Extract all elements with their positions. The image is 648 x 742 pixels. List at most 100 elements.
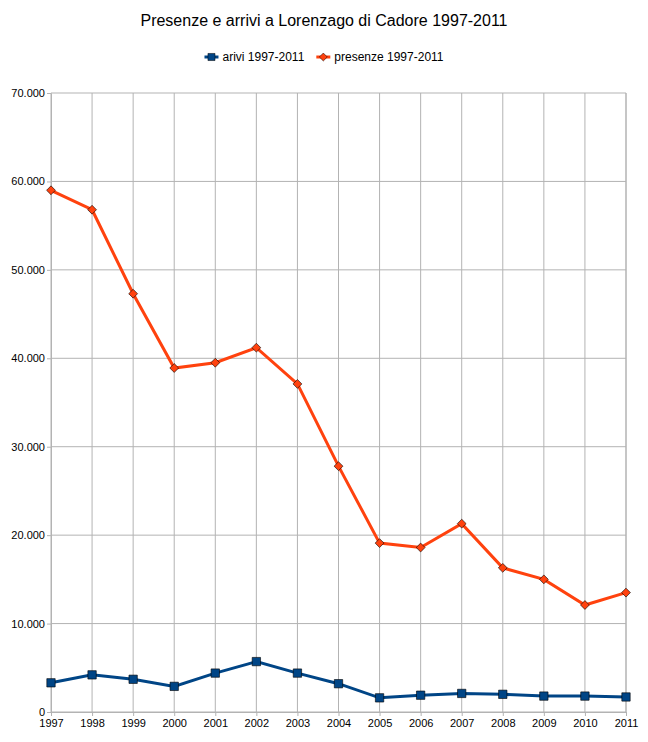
x-tick-mark	[380, 712, 381, 716]
grid-line-x	[133, 93, 134, 712]
y-tick-label: 30.000	[11, 441, 45, 453]
x-tick-mark	[256, 712, 257, 716]
series-marker	[129, 675, 137, 683]
grid-line-x	[543, 93, 544, 712]
y-tick: 10.000	[11, 618, 51, 630]
y-tick-mark	[47, 447, 51, 448]
x-tick-label: 2005	[368, 717, 392, 729]
legend-label: arivi 1997-2011	[222, 50, 304, 64]
x-tick-mark	[133, 712, 134, 716]
x-tick-label: 2003	[286, 717, 310, 729]
legend-item: presenze 1997-2011	[316, 50, 444, 64]
series-marker	[293, 380, 302, 389]
x-tick-label: 1999	[121, 717, 145, 729]
x-tick-mark	[215, 712, 216, 716]
series-group	[47, 186, 631, 702]
x-tick-mark	[339, 712, 340, 716]
x-tick-mark	[544, 712, 545, 716]
series-marker	[129, 289, 138, 298]
x-tick: 2002	[245, 712, 269, 729]
x-tick-mark	[503, 712, 504, 716]
grid-line-x	[379, 93, 380, 712]
x-tick: 1999	[121, 712, 145, 729]
y-tick-mark	[47, 270, 51, 271]
x-tick-mark	[174, 712, 175, 716]
y-tick-mark	[47, 358, 51, 359]
x-tick: 2004	[327, 712, 351, 729]
y-tick-mark	[47, 624, 51, 625]
series-marker	[47, 679, 55, 687]
x-tick-label: 2004	[327, 717, 351, 729]
x-tick-label: 2007	[450, 717, 474, 729]
x-tick: 2009	[532, 712, 556, 729]
series-marker	[47, 186, 56, 195]
series-marker	[581, 601, 590, 610]
plot: 010.00020.00030.00040.00050.00060.00070.…	[11, 87, 638, 729]
x-tick: 2006	[409, 712, 433, 729]
series-marker	[170, 364, 179, 373]
x-tick-label: 2011	[615, 717, 639, 729]
grid-line-x	[584, 93, 585, 712]
series-marker	[458, 689, 466, 697]
grid-line-x	[338, 93, 339, 712]
series-marker	[457, 519, 466, 528]
y-tick-mark	[47, 181, 51, 182]
x-tick: 2003	[286, 712, 310, 729]
x-tick-label: 2010	[573, 717, 597, 729]
grid-line-x	[502, 93, 503, 712]
x-tick-mark	[92, 712, 93, 716]
x-tick-mark	[421, 712, 422, 716]
y-tick: 20.000	[11, 529, 51, 541]
x-tick-mark	[51, 712, 52, 716]
series-marker	[622, 693, 630, 701]
series-marker	[375, 539, 384, 548]
grid-line-x	[174, 93, 175, 712]
series-marker	[581, 692, 589, 700]
series-marker	[540, 692, 548, 700]
series-marker	[88, 205, 97, 214]
x-tick-label: 2008	[491, 717, 515, 729]
x-tick: 2007	[450, 712, 474, 729]
series-marker	[416, 691, 424, 699]
x-tick-label: 2001	[204, 717, 228, 729]
series-marker	[252, 343, 261, 352]
x-tick: 1998	[80, 712, 104, 729]
x-tick-mark	[462, 712, 463, 716]
y-tick-label: 50.000	[11, 264, 45, 276]
x-tick-label: 1998	[80, 717, 104, 729]
y-axis: 010.00020.00030.00040.00050.00060.00070.…	[11, 87, 51, 718]
chart: 010.00020.00030.00040.00050.00060.00070.…	[0, 0, 648, 742]
series-marker	[252, 657, 260, 665]
title: Presenze e arrivi a Lorenzago di Cadore …	[140, 12, 507, 29]
series-marker	[539, 575, 548, 584]
series-marker	[416, 543, 425, 552]
y-tick-label: 20.000	[11, 529, 45, 541]
series-marker	[375, 694, 383, 702]
grid-line-x	[92, 93, 93, 712]
x-tick-label: 2009	[532, 717, 556, 729]
y-tick: 30.000	[11, 441, 51, 453]
series-marker	[622, 588, 631, 597]
grid-line-x	[420, 93, 421, 712]
y-tick-label: 60.000	[11, 175, 45, 187]
x-tick: 1997	[39, 712, 63, 729]
grid-line-x	[461, 93, 462, 712]
grid-line-x	[256, 93, 257, 712]
legend: arivi 1997-2011 presenze 1997-2011	[204, 50, 443, 64]
legend-item: arivi 1997-2011	[204, 50, 304, 64]
grid-line-x	[626, 93, 627, 712]
series-marker	[170, 682, 178, 690]
x-tick: 2001	[204, 712, 228, 729]
series-marker	[211, 358, 220, 367]
x-tick-mark	[585, 712, 586, 716]
x-tick-label: 1997	[39, 717, 63, 729]
series-marker	[334, 680, 342, 688]
x-tick: 2005	[368, 712, 392, 729]
y-tick-mark	[47, 93, 51, 94]
series-marker	[334, 462, 343, 471]
x-tick-label: 2006	[409, 717, 433, 729]
y-tick-label: 10.000	[11, 618, 45, 630]
legend-label: presenze 1997-2011	[334, 50, 444, 64]
legend-marker	[319, 53, 327, 61]
grid-line-x	[297, 93, 298, 712]
